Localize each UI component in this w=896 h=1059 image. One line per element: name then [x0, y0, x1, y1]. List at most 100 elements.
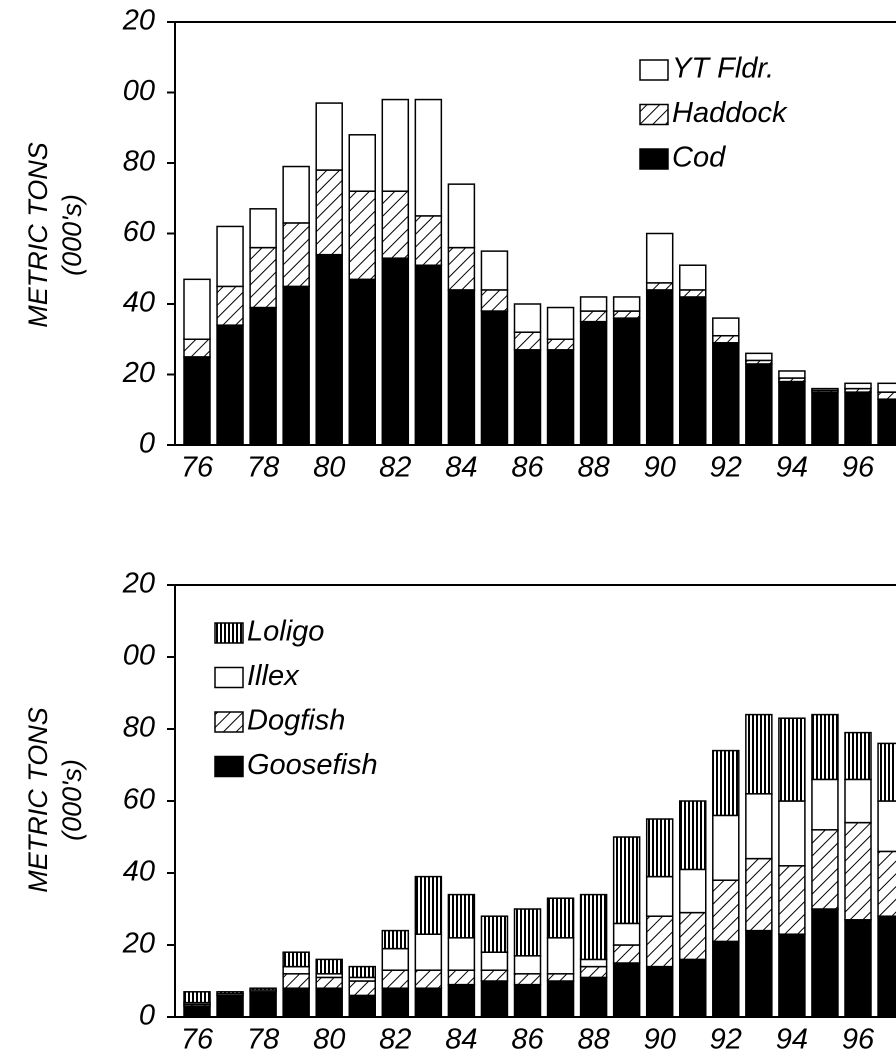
bar-segment — [579, 958, 608, 968]
bar-segment — [712, 749, 740, 817]
bar-segment — [546, 338, 575, 351]
bar-segment — [579, 320, 608, 446]
bar-segment — [315, 169, 343, 256]
bar-segment — [612, 922, 641, 946]
bar-segment — [513, 908, 542, 957]
bar-segment — [745, 352, 773, 362]
bar-segment — [778, 370, 806, 379]
bar-segment — [447, 983, 476, 1018]
bar-segment — [844, 382, 872, 390]
y-tick-label: 00 — [123, 75, 155, 107]
bar-segment — [480, 980, 509, 1018]
bar-segment — [679, 264, 707, 291]
bar-segment — [844, 778, 872, 824]
x-tick-label: 82 — [379, 452, 411, 484]
bar-segment — [447, 893, 476, 939]
bar-segment — [712, 814, 740, 881]
legend-swatch — [214, 666, 244, 689]
x-tick-label: 88 — [577, 1024, 609, 1056]
bar-segment — [546, 306, 575, 340]
bar-segment — [579, 965, 608, 979]
legend-swatch — [214, 622, 244, 644]
bar-segment — [745, 363, 773, 446]
bar-segment — [579, 296, 608, 312]
x-tick-label: 96 — [842, 452, 875, 484]
bar-segment — [612, 317, 641, 446]
legend-label: Loligo — [247, 616, 324, 648]
bar-segment — [381, 929, 410, 950]
x-tick-label: 84 — [445, 452, 477, 484]
y-tick-label: 60 — [123, 216, 155, 248]
bar-segment — [811, 829, 839, 910]
bar-segment — [183, 356, 211, 446]
x-tick-label: 86 — [511, 1024, 544, 1056]
bar-segment — [877, 742, 896, 802]
bar-segment — [877, 391, 896, 400]
bar-segment — [282, 951, 310, 968]
bar-segment — [282, 973, 310, 989]
y-axis-title: METRIC TONS — [23, 707, 53, 893]
y-axis-title: METRIC TONS — [23, 142, 53, 328]
bar-segment — [480, 289, 509, 312]
legend-label: Illex — [247, 660, 300, 692]
bar-segment — [282, 285, 310, 446]
bar-segment — [645, 232, 674, 284]
y-tick-label: 20 — [122, 568, 155, 600]
bar-segment — [811, 391, 839, 446]
bar-segment — [645, 282, 674, 291]
x-tick-label: 78 — [247, 1024, 279, 1056]
bar-segment — [712, 342, 740, 446]
bar-segment — [612, 836, 641, 925]
bar-segment — [414, 933, 443, 971]
bar-segment — [480, 310, 509, 446]
bar-segment — [381, 98, 410, 192]
bar-segment — [513, 349, 542, 446]
bar-segment — [348, 278, 376, 446]
y-tick-label: 0 — [139, 1000, 155, 1032]
y-tick-label: 20 — [122, 5, 155, 37]
bar-segment — [877, 915, 896, 1018]
legend-label: Goosefish — [247, 749, 378, 781]
bar-segment — [249, 208, 277, 249]
bar-segment — [612, 944, 641, 964]
bar-segment — [712, 334, 740, 344]
bar-segment — [249, 306, 277, 446]
y-tick-label: 0 — [139, 428, 155, 460]
x-tick-label: 80 — [313, 1024, 345, 1056]
bar-segment — [745, 793, 773, 860]
bar-segment — [480, 250, 509, 291]
x-tick-label: 92 — [710, 452, 742, 484]
y-axis-title: (000's) — [57, 759, 87, 841]
bar-segment — [414, 215, 443, 266]
bar-segment — [844, 919, 872, 1018]
bar-segment — [183, 991, 211, 1004]
bar-segment — [282, 165, 310, 224]
bar-segment — [447, 969, 476, 986]
bar-segment — [348, 134, 376, 192]
x-tick-label: 96 — [842, 1024, 875, 1056]
bar-segment — [546, 937, 575, 975]
bar-segment — [447, 183, 476, 249]
y-tick-label: 40 — [123, 856, 155, 888]
bar-segment — [778, 933, 806, 1018]
bar-segment — [348, 980, 376, 997]
bar-segment — [546, 980, 575, 1018]
bar-segment — [381, 190, 410, 259]
bar-segment — [612, 310, 641, 319]
bar-segment — [216, 285, 244, 326]
bar-segment — [216, 324, 244, 446]
bar-segment — [315, 987, 343, 1018]
bar-segment — [645, 915, 674, 968]
y-axis-title: (000's) — [57, 194, 87, 276]
bar-segment — [447, 246, 476, 291]
bar-segment — [414, 98, 443, 217]
y-tick-label: 00 — [123, 640, 155, 672]
bar-segment — [679, 868, 707, 914]
bar-segment — [513, 303, 542, 333]
bar-segment — [612, 962, 641, 1018]
bar-segment — [447, 937, 476, 971]
legend-swatch — [639, 59, 669, 81]
bar-segment — [745, 929, 773, 1018]
y-tick-label: 40 — [123, 287, 155, 319]
